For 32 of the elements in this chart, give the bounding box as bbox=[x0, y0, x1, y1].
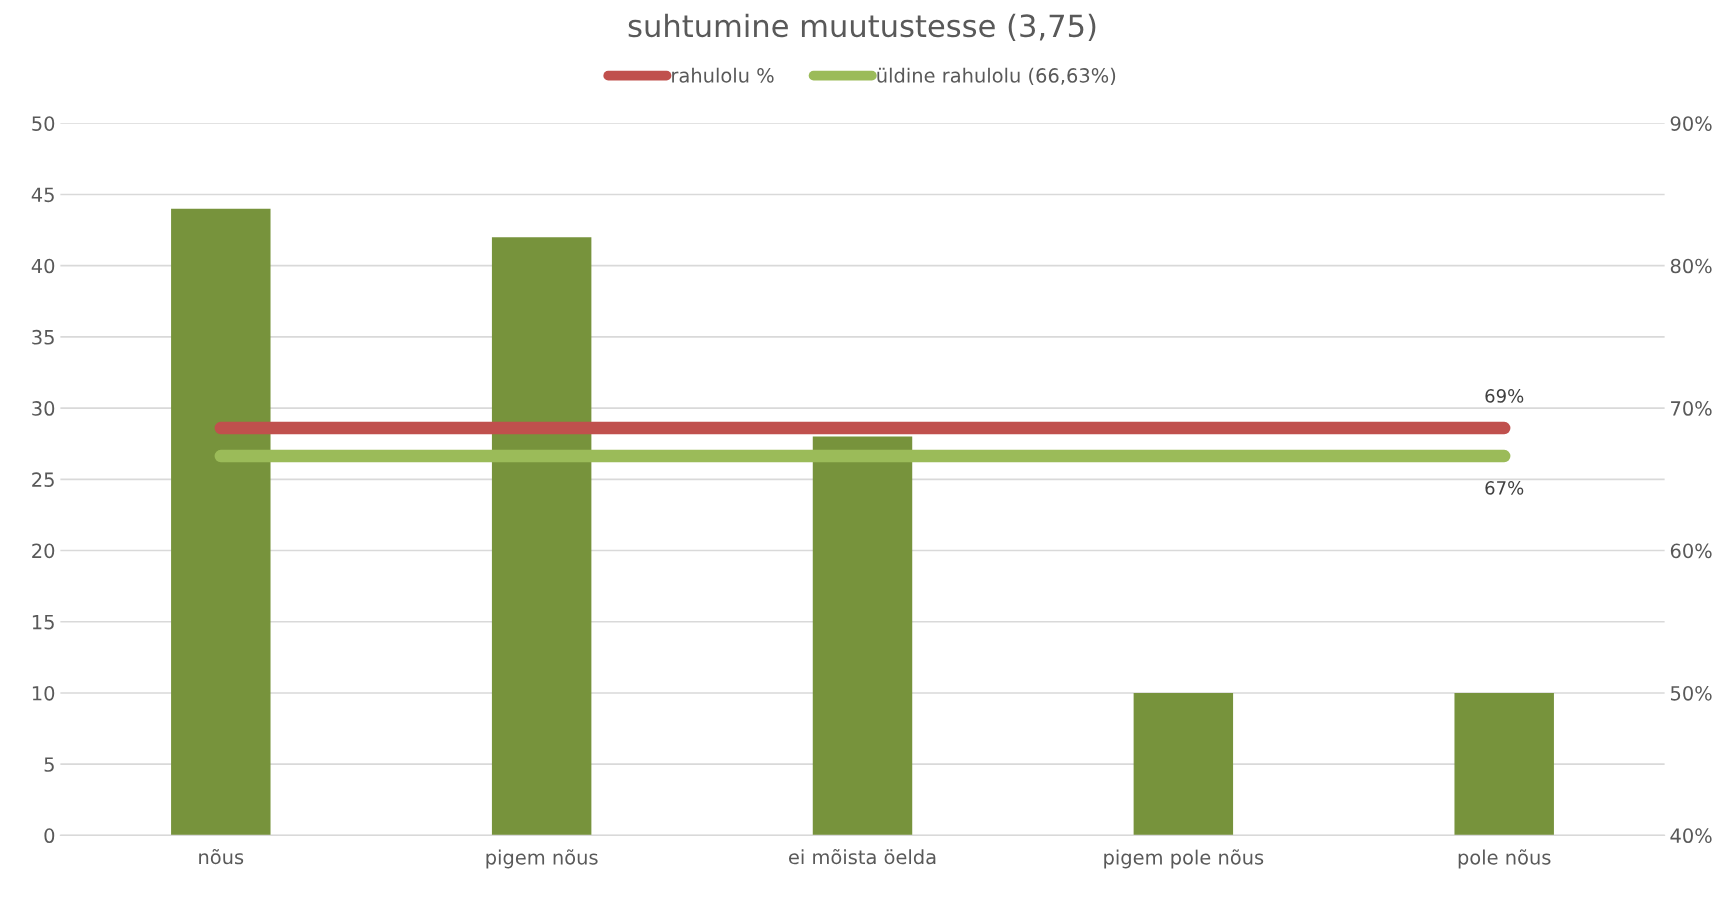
y2-tick-label: 50% bbox=[1670, 685, 1712, 701]
x-tick-label: pole nõus bbox=[1458, 849, 1551, 869]
y-tick-label: 45 bbox=[31, 187, 54, 203]
bar bbox=[1454, 692, 1554, 836]
y-tick-label: 35 bbox=[32, 329, 54, 345]
x-tick-label: pigem nõus bbox=[486, 849, 598, 869]
chart-title: suhtumine muutustesse (3,75) bbox=[628, 13, 1096, 41]
y-tick-label: 10 bbox=[32, 685, 55, 701]
y-tick-label: 50 bbox=[32, 116, 55, 131]
bar bbox=[171, 208, 271, 836]
y-tick-label: 25 bbox=[32, 472, 54, 487]
data-label: 69% bbox=[1485, 389, 1524, 403]
y-tick-label: 0 bbox=[44, 828, 55, 844]
y2-tick-label: 80% bbox=[1670, 258, 1712, 274]
legend-label: üldine rahulolu (66,63%) bbox=[877, 67, 1116, 86]
data-label: 67% bbox=[1485, 481, 1524, 495]
y2-tick-label: 70% bbox=[1671, 401, 1712, 416]
x-tick-label: ei mõista öelda bbox=[788, 848, 936, 865]
x-tick-label: pigem pole nõus bbox=[1104, 849, 1264, 869]
y2-tick-label: 90% bbox=[1670, 116, 1712, 131]
y2-tick-label: 60% bbox=[1670, 543, 1712, 559]
x-tick-label: nõus bbox=[199, 848, 244, 865]
y-tick-label: 15 bbox=[32, 614, 54, 630]
y-tick-label: 5 bbox=[44, 757, 54, 772]
bar bbox=[1133, 692, 1234, 836]
y2-tick-label: 40% bbox=[1670, 828, 1712, 844]
bar bbox=[491, 237, 592, 836]
y-tick-label: 30 bbox=[32, 401, 55, 416]
bar bbox=[812, 436, 913, 836]
y-tick-label: 40 bbox=[31, 258, 55, 274]
y-tick-label: 20 bbox=[32, 543, 55, 559]
legend-label: rahulolu % bbox=[672, 67, 774, 83]
